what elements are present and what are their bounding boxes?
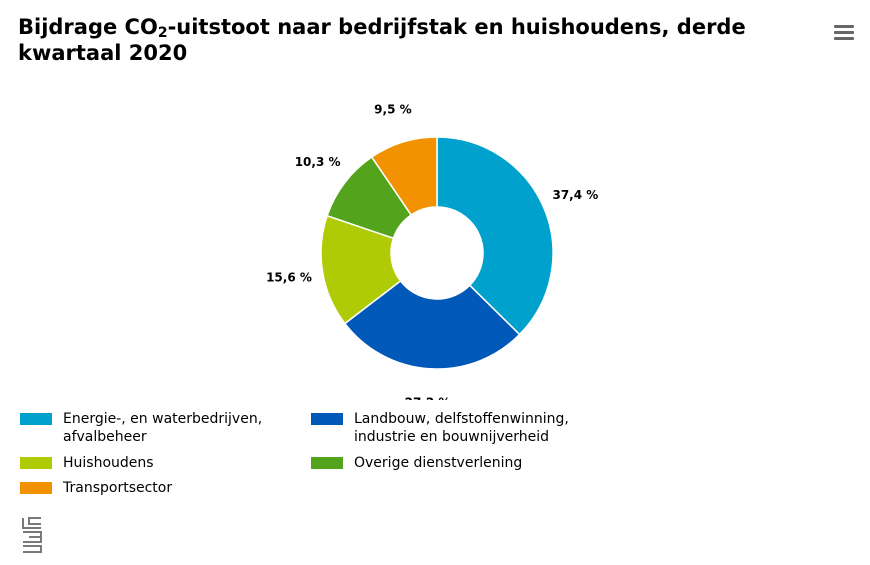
chart-title-subscript: 2 — [157, 25, 168, 41]
cbs-logo-icon — [22, 517, 42, 553]
legend-label-line2: industrie en bouwnijverheid — [354, 429, 550, 445]
chart-title-part1: Bijdrage CO — [18, 15, 158, 39]
data-label: 27,2 % — [405, 396, 451, 400]
donut-slices — [320, 136, 554, 370]
legend-swatch — [20, 413, 52, 425]
data-labels: 37,4 % 27,2 % 15,6 % 10,3 % 9,5 % — [266, 103, 598, 400]
legend-swatch — [20, 457, 52, 469]
legend-label: Huishoudens — [63, 455, 154, 471]
data-label: 37,4 % — [552, 188, 598, 202]
data-label: 15,6 % — [266, 270, 312, 284]
legend-label-line1: Energie-, en waterbedrijven, — [63, 411, 263, 427]
legend-label: Landbouw, delfstoffenwinning, industrie … — [354, 410, 569, 446]
menu-bar — [834, 37, 854, 40]
menu-bar — [834, 25, 854, 28]
legend-label-line2: afvalbeheer — [63, 429, 147, 445]
hamburger-menu-icon[interactable] — [832, 24, 856, 42]
chart-title-part2: -uitstoot naar bedrijfstak en huishouden… — [18, 15, 746, 65]
slice-transport[interactable] — [370, 136, 438, 216]
legend-swatch — [311, 413, 343, 425]
legend-label: Energie-, en waterbedrijven, afvalbeheer — [63, 410, 262, 446]
data-label: 10,3 % — [295, 155, 341, 169]
legend-swatch — [311, 457, 343, 469]
legend-label-line1: Landbouw, delfstoffenwinning, — [354, 411, 569, 427]
data-label: 9,5 % — [374, 103, 411, 117]
slice-landbouw[interactable] — [343, 279, 521, 370]
donut-chart: 37,4 % 27,2 % 15,6 % 10,3 % 9,5 % — [266, 103, 598, 400]
slice-energie[interactable] — [436, 136, 554, 336]
chart-title: Bijdrage CO2-uitstoot naar bedrijfstak e… — [18, 14, 808, 66]
menu-bar — [834, 31, 854, 34]
legend-swatch — [20, 482, 52, 494]
legend-label: Overige dienstverlening — [354, 455, 523, 471]
legend-label: Transportsector — [63, 480, 173, 496]
slice-huishoudens[interactable] — [320, 214, 402, 325]
